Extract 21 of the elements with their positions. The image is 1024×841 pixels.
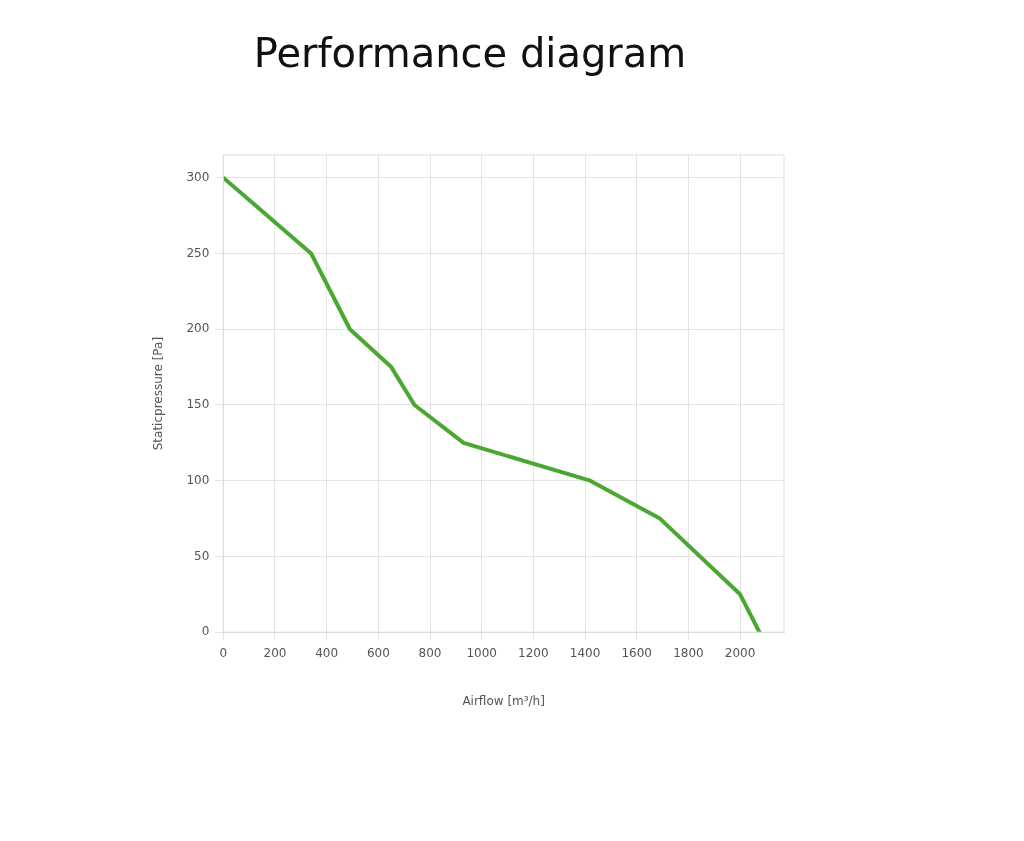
x-tick-label: 400	[315, 645, 339, 660]
y-tick-label: 250	[186, 245, 210, 260]
x-tick-label: 1800	[673, 645, 704, 660]
y-axis-title: Staticpressure [Pa]	[151, 336, 166, 451]
y-tick-label: 150	[186, 397, 210, 412]
x-tick-label: 600	[366, 645, 390, 660]
y-tick-label: 50	[194, 548, 210, 563]
x-tick-label: 800	[418, 645, 442, 660]
x-tick-label: 2000	[724, 645, 756, 660]
x-tick-label: 1200	[518, 645, 549, 660]
x-tick-label: 1600	[621, 645, 652, 660]
y-tick-label: 300	[186, 169, 210, 184]
x-tick-label: 1000	[466, 645, 497, 660]
x-tick-label: 200	[263, 645, 287, 660]
y-tick-label: 0	[201, 624, 210, 639]
chart-title: Performance diagram	[252, 30, 688, 76]
x-tick-label: 1400	[569, 645, 601, 660]
y-tick-label: 100	[186, 472, 210, 487]
x-axis-title: Airflow [m³/h]	[462, 693, 545, 708]
y-tick-label: 200	[186, 321, 210, 336]
x-tick-label: 0	[219, 645, 228, 660]
